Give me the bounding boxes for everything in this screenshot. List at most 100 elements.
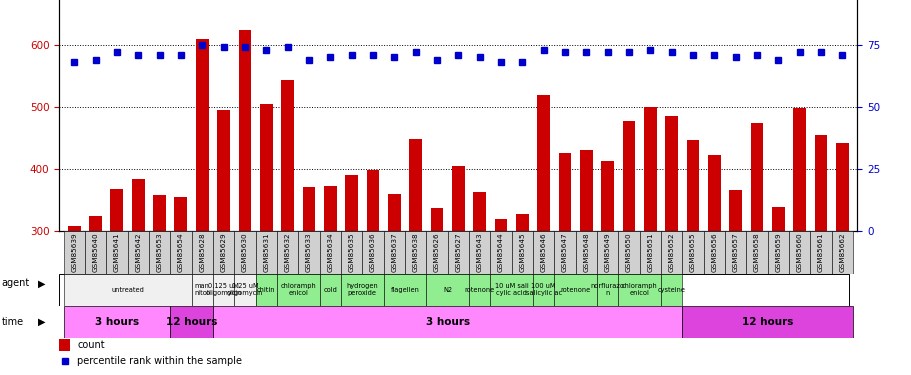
Bar [110, 189, 123, 231]
Text: norflurazo
n: norflurazo n [590, 283, 624, 296]
Bar [384, 231, 404, 274]
Text: 1.25 uM
oligomycin: 1.25 uM oligomycin [227, 283, 262, 296]
Text: chitin: chitin [257, 286, 275, 292]
Bar [831, 231, 852, 274]
Bar [703, 231, 724, 274]
Text: man
nitol: man nitol [195, 283, 210, 296]
Bar [511, 231, 532, 274]
Bar [810, 231, 831, 274]
Text: GSM85659: GSM85659 [774, 233, 781, 272]
Text: GSM85637: GSM85637 [391, 233, 397, 272]
Text: GSM85631: GSM85631 [263, 233, 269, 272]
Bar [212, 306, 681, 338]
Bar [298, 231, 319, 274]
Bar [814, 135, 826, 231]
Bar [622, 121, 635, 231]
Text: time: time [2, 316, 24, 327]
Bar [425, 231, 447, 274]
Text: GSM85661: GSM85661 [817, 233, 824, 272]
Text: chloramph
enicol: chloramph enicol [280, 283, 316, 296]
Bar [409, 139, 422, 231]
Bar [239, 30, 251, 231]
Bar [212, 274, 234, 306]
Bar [302, 188, 315, 231]
Text: ▶: ▶ [38, 316, 46, 327]
Bar [494, 219, 507, 231]
Bar [106, 231, 128, 274]
Text: GSM85633: GSM85633 [305, 233, 312, 272]
Text: GSM85636: GSM85636 [370, 233, 375, 272]
Text: flagellen: flagellen [390, 286, 419, 292]
Text: GSM85651: GSM85651 [647, 233, 652, 272]
Bar [750, 123, 763, 231]
Bar [362, 231, 384, 274]
Bar [554, 231, 575, 274]
Text: GSM85656: GSM85656 [711, 233, 717, 272]
Bar [212, 231, 234, 274]
Bar [686, 140, 699, 231]
Bar [234, 274, 255, 306]
Bar [128, 231, 148, 274]
Bar [597, 231, 618, 274]
Bar [468, 274, 490, 306]
Bar [170, 306, 212, 338]
Text: cold: cold [323, 286, 337, 292]
Text: GSM85662: GSM85662 [838, 233, 844, 272]
Bar [767, 231, 788, 274]
Bar [660, 274, 681, 306]
Text: 3 hours: 3 hours [425, 316, 469, 327]
Text: chloramph
enicol: chloramph enicol [621, 283, 657, 296]
Bar [319, 231, 341, 274]
Bar [597, 274, 618, 306]
Text: GSM85647: GSM85647 [561, 233, 568, 272]
Bar [341, 274, 384, 306]
Bar [345, 175, 358, 231]
Text: untreated: untreated [111, 286, 144, 292]
Bar [664, 116, 677, 231]
Bar [255, 274, 277, 306]
Bar [67, 226, 80, 231]
Bar [835, 143, 848, 231]
Text: 3 hours: 3 hours [95, 316, 138, 327]
Bar [153, 195, 166, 231]
Bar [681, 231, 703, 274]
Text: GSM85655: GSM85655 [690, 233, 695, 272]
Bar [89, 216, 102, 231]
Text: GSM85645: GSM85645 [518, 233, 525, 272]
Text: GSM85639: GSM85639 [71, 233, 77, 272]
Text: GSM85660: GSM85660 [796, 233, 802, 272]
Bar [366, 170, 379, 231]
Bar [404, 231, 425, 274]
Text: rotenone: rotenone [464, 286, 494, 292]
Text: ▶: ▶ [38, 278, 46, 288]
Bar [490, 274, 532, 306]
Bar [387, 194, 400, 231]
Bar [451, 166, 465, 231]
Bar [729, 190, 742, 231]
Bar [473, 192, 486, 231]
Text: GSM85630: GSM85630 [241, 233, 248, 272]
Bar [196, 39, 209, 231]
Bar [174, 196, 187, 231]
Bar [191, 274, 212, 306]
Text: GSM85652: GSM85652 [668, 233, 674, 272]
Text: 10 uM sali
cylic acid: 10 uM sali cylic acid [494, 283, 527, 296]
Bar [148, 231, 170, 274]
Bar [277, 231, 298, 274]
Bar [341, 231, 362, 274]
Text: GSM85629: GSM85629 [220, 233, 226, 272]
Bar [537, 94, 549, 231]
Text: GSM85635: GSM85635 [348, 233, 354, 272]
Bar [771, 207, 783, 231]
Bar [277, 274, 319, 306]
Bar [707, 155, 720, 231]
Text: percentile rank within the sample: percentile rank within the sample [77, 356, 242, 366]
Text: GSM85650: GSM85650 [625, 233, 631, 272]
Bar [490, 231, 511, 274]
Text: rotenone: rotenone [560, 286, 590, 292]
Bar [191, 231, 212, 274]
Bar [217, 110, 230, 231]
Text: GSM85638: GSM85638 [412, 233, 418, 272]
Bar [64, 231, 85, 274]
Bar [788, 231, 810, 274]
